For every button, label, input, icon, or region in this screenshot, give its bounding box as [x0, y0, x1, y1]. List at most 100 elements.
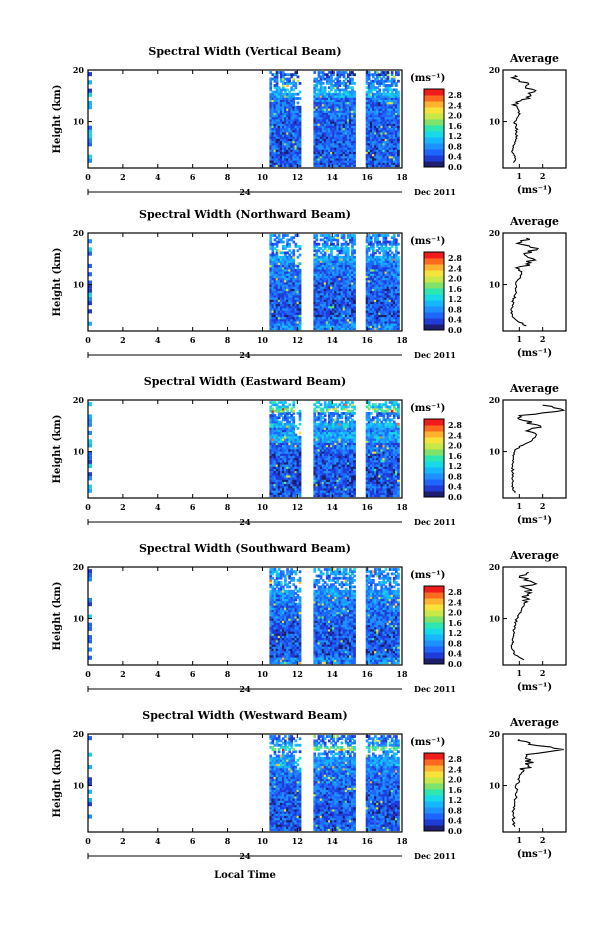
x-tick-label: 6	[190, 335, 196, 345]
heatmap-cell	[299, 106, 302, 109]
spectral-width-figure: Spectral Width (Vertical Beam)0 2 4 6 8 10 12 1…	[0, 0, 616, 929]
heatmap-cell	[397, 91, 400, 94]
panel-title: Spectral Width (Northward Beam)	[139, 208, 351, 221]
heatmap-cell	[316, 234, 319, 237]
colorbar-swatch	[424, 95, 444, 102]
colorbar-swatch	[424, 137, 444, 144]
beam-panel-2: Spectral Width (Northward Beam)0 2 4 6 8 10 12…	[52, 208, 566, 360]
colorbar-tick-label: 1.6	[448, 284, 462, 294]
avg-x-tick-label: 2	[540, 171, 546, 181]
average-title: Average	[509, 52, 559, 65]
y-tick-label: 20	[73, 65, 85, 75]
colorbar-tick-label: 1.6	[448, 121, 462, 131]
heatmap-cell	[343, 234, 346, 237]
colorbar-swatch	[424, 300, 444, 307]
colorbar-swatch	[424, 149, 444, 156]
heatmap-cell	[353, 73, 356, 76]
heatmap-cell	[299, 269, 302, 272]
heatmap-cell	[299, 254, 302, 257]
heatmap-cell	[387, 234, 390, 237]
x-tick-label: 18	[396, 335, 408, 345]
colorbar-swatch	[424, 125, 444, 132]
colorbar-swatch	[424, 270, 444, 277]
x-tick-label: 10	[257, 172, 269, 182]
avg-x-tick-label: 1	[517, 334, 523, 344]
x-tick-label: 14	[327, 172, 339, 182]
avg-x-tick-label: 2	[540, 334, 546, 344]
heatmap-cell	[288, 243, 291, 246]
heatmap-cell	[288, 403, 291, 406]
y-tick-label: 10	[73, 280, 85, 290]
panel-title: Spectral Width (Vertical Beam)	[148, 45, 341, 58]
heatmap-cell	[397, 71, 400, 74]
colorbar-unit: (ms⁻¹)	[410, 73, 445, 84]
average-unit: (ms⁻¹)	[517, 185, 552, 196]
heatmap-cell	[353, 91, 356, 94]
heatmap-cell	[378, 89, 381, 92]
y-axis-label: Height (km)	[52, 85, 63, 154]
heatmap-cell	[391, 71, 394, 74]
colorbar-swatch	[424, 119, 444, 126]
x-tick-label: 18	[396, 172, 408, 182]
colorbar-tick-label: 0.0	[448, 162, 462, 172]
heatmap-cell	[295, 71, 298, 74]
colorbar-tick-label: 2.8	[448, 253, 462, 263]
x-tick-label: 4	[155, 335, 161, 345]
beam-panel-3: Spectral Width (Eastward Beam)0 2 4 6 8 10 12 1…	[52, 375, 566, 527]
colorbar-tick-label: 0.8	[448, 141, 462, 151]
x-tick-label: 8	[225, 335, 231, 345]
heatmap-cells	[88, 234, 400, 330]
heatmap-cell	[297, 76, 300, 79]
heatmap-cell	[397, 243, 400, 246]
colorbar-swatch	[424, 276, 444, 283]
colorbar-tick-label: 1.2	[448, 294, 462, 304]
day-label: 24	[239, 350, 251, 360]
avg-y-tick-label: 10	[489, 117, 501, 127]
colorbar-swatch	[424, 155, 444, 162]
colorbar-swatch	[424, 288, 444, 295]
heatmap-cell	[397, 256, 400, 259]
y-tick-label: 20	[73, 228, 85, 238]
panel-title: Spectral Width (Eastward Beam)	[144, 375, 346, 388]
heatmap-cell	[299, 82, 302, 85]
heatmap-cell	[292, 416, 295, 419]
heatmap-cell	[299, 97, 302, 100]
x-tick-label: 0	[85, 172, 91, 182]
heatmap-cell	[336, 234, 339, 237]
day-label: 24	[239, 187, 251, 197]
heatmap-cell	[395, 239, 398, 242]
x-tick-label: 16	[362, 172, 374, 182]
average-profile: Average 20 10 1 2 (ms⁻¹)	[489, 215, 566, 359]
colorbar-tick-label: 0.0	[448, 325, 462, 335]
colorbar-swatch	[424, 143, 444, 150]
average-unit: (ms⁻¹)	[517, 348, 552, 359]
heatmap-cell	[397, 234, 400, 237]
x-tick-label: 12	[292, 172, 303, 182]
heatmap-cells	[88, 71, 400, 167]
colorbar-tick-label: 0.8	[448, 304, 462, 314]
colorbar-swatch	[424, 101, 444, 108]
heatmap-cell	[299, 410, 302, 413]
average-title: Average	[509, 215, 559, 228]
heatmap-cell	[299, 262, 302, 265]
heatmap-cell	[278, 234, 281, 237]
heatmap-cell	[324, 86, 327, 89]
heatmap-cell	[351, 86, 354, 89]
colorbar-swatch	[424, 282, 444, 289]
average-profile-line	[512, 75, 536, 163]
colorbar-swatch	[424, 318, 444, 325]
x-tick-label: 16	[362, 335, 374, 345]
heatmap-cell	[353, 256, 356, 259]
heatmap-cell	[393, 234, 396, 237]
heatmap-cell	[299, 423, 302, 426]
x-tick-label: 12	[292, 335, 303, 345]
heatmap-cell	[299, 245, 302, 248]
colorbar-tick-label: 2.0	[448, 111, 462, 121]
avg-y-tick-label: 20	[489, 228, 501, 238]
colorbar-swatch	[424, 252, 444, 259]
x-tick-label: 0	[85, 335, 91, 345]
date-label: Dec 2011	[414, 187, 456, 197]
date-label: Dec 2011	[414, 350, 456, 360]
x-tick-label: 8	[225, 172, 231, 182]
avg-y-tick-label: 10	[489, 280, 501, 290]
